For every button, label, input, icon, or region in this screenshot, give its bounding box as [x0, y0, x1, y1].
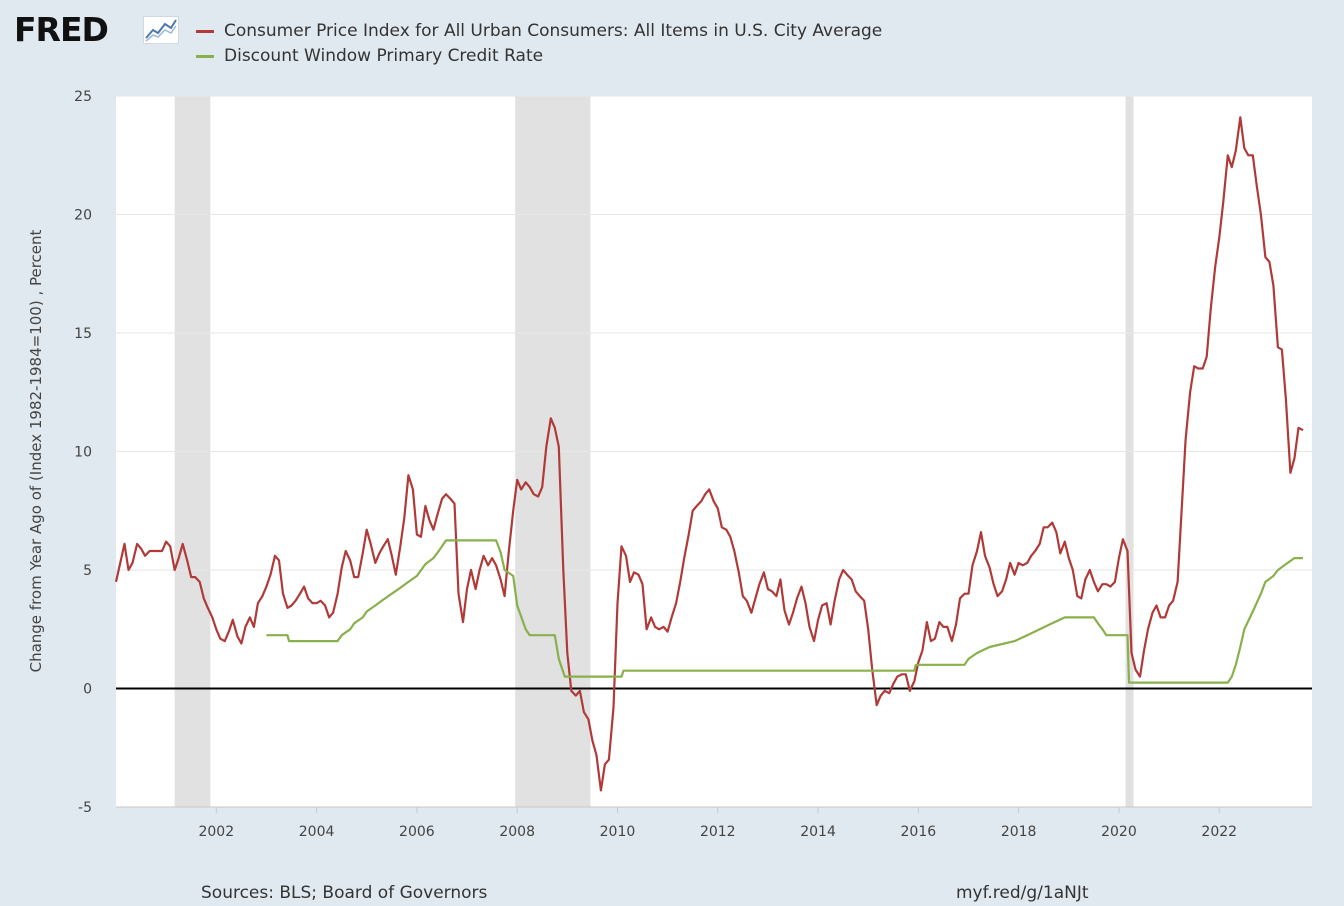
x-tick-label: 2008: [499, 824, 535, 840]
x-tick-label: 2010: [600, 824, 636, 840]
y-tick-label: -5: [78, 800, 92, 816]
x-tick-label: 2016: [901, 824, 937, 840]
y-tick-labels: -5 0 5 10 15 20 25: [74, 89, 92, 816]
x-tick-label: 2022: [1201, 824, 1237, 840]
y-tick-label: 20: [74, 208, 92, 224]
legend-swatch-cpi: [196, 29, 214, 33]
x-tick-label: 2014: [800, 824, 836, 840]
x-tick-labels: 2002 2004 2006 2008 2010 2012 2014 2016 2018 2020…: [198, 824, 1237, 840]
x-tick-label: 2018: [1001, 824, 1037, 840]
series-lines: [114, 116, 1304, 792]
sources-note: Sources: BLS; Board of Governors: [201, 883, 488, 903]
y-axis-label: Change from Year Ago of (Index 1982-1984…: [27, 229, 45, 672]
short-url-link[interactable]: myf.red/g/1aNJt: [956, 883, 1089, 903]
discount-rate-series-line: [266, 539, 1303, 684]
legend: Consumer Price Index for All Urban Consu…: [196, 18, 882, 68]
y-tick-label: 5: [83, 563, 92, 579]
legend-label-cpi: Consumer Price Index for All Urban Consu…: [224, 20, 883, 41]
x-tick-label: 2004: [299, 824, 335, 840]
fred-logo[interactable]: FRED: [14, 10, 109, 49]
x-tick-label: 2006: [399, 824, 435, 840]
legend-label-discount-rate: Discount Window Primary Credit Rate: [224, 45, 544, 66]
fred-graph-icon: [143, 16, 179, 44]
y-tick-label: 25: [74, 89, 92, 105]
y-tick-label: 0: [83, 682, 92, 698]
gridlines: [116, 95, 1312, 813]
y-tick-label: 15: [74, 326, 92, 342]
legend-item-cpi[interactable]: Consumer Price Index for All Urban Consu…: [196, 18, 882, 43]
x-tick-label: 2020: [1101, 824, 1137, 840]
x-tick-label: 2002: [198, 824, 234, 840]
cpi-series-line: [114, 116, 1304, 792]
legend-swatch-discount-rate: [196, 54, 214, 58]
y-tick-label: 10: [74, 445, 92, 461]
x-tick-label: 2012: [700, 824, 736, 840]
legend-item-discount-rate[interactable]: Discount Window Primary Credit Rate: [196, 43, 882, 68]
